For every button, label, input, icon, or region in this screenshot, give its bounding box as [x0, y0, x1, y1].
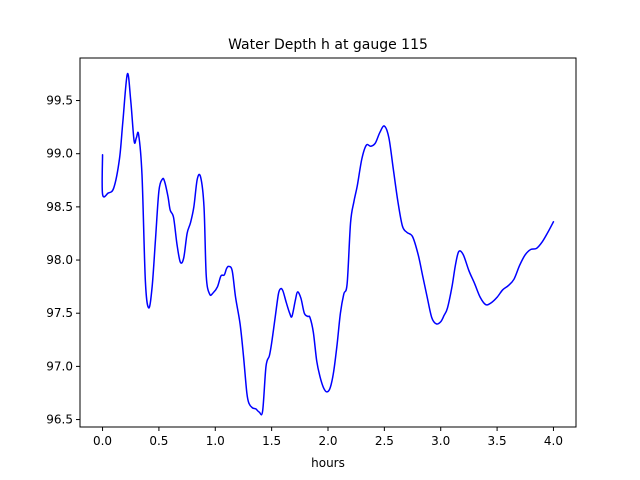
y-axis: 96.5 97.0 97.5 98.0 98.5 99.0 99.5 — [46, 94, 80, 427]
series-line — [101, 72, 555, 416]
x-tick-label: 1.5 — [262, 434, 281, 448]
x-tick-label: 2.5 — [375, 434, 394, 448]
x-axis-label: hours — [311, 456, 345, 470]
y-tick-label: 96.5 — [46, 413, 73, 427]
x-tick-label: 1.0 — [206, 434, 225, 448]
x-tick-label: 3.5 — [488, 434, 507, 448]
x-axis: 0.0 0.5 1.0 1.5 2.0 2.5 3.0 3.5 4.0 — [93, 427, 563, 448]
y-tick-label: 98.0 — [46, 253, 73, 267]
y-tick-label: 99.0 — [46, 147, 73, 161]
x-tick-label: 0.0 — [93, 434, 112, 448]
y-tick-label: 98.5 — [46, 200, 73, 214]
chart-title: Water Depth h at gauge 115 — [228, 37, 428, 53]
y-tick-label: 99.5 — [46, 94, 73, 108]
x-tick-label: 2.0 — [318, 434, 337, 448]
y-tick-label: 97.0 — [46, 359, 73, 373]
x-tick-label: 3.0 — [431, 434, 450, 448]
y-tick-label: 97.5 — [46, 306, 73, 320]
x-tick-label: 4.0 — [544, 434, 563, 448]
line-layer — [101, 72, 555, 416]
x-tick-label: 0.5 — [149, 434, 168, 448]
